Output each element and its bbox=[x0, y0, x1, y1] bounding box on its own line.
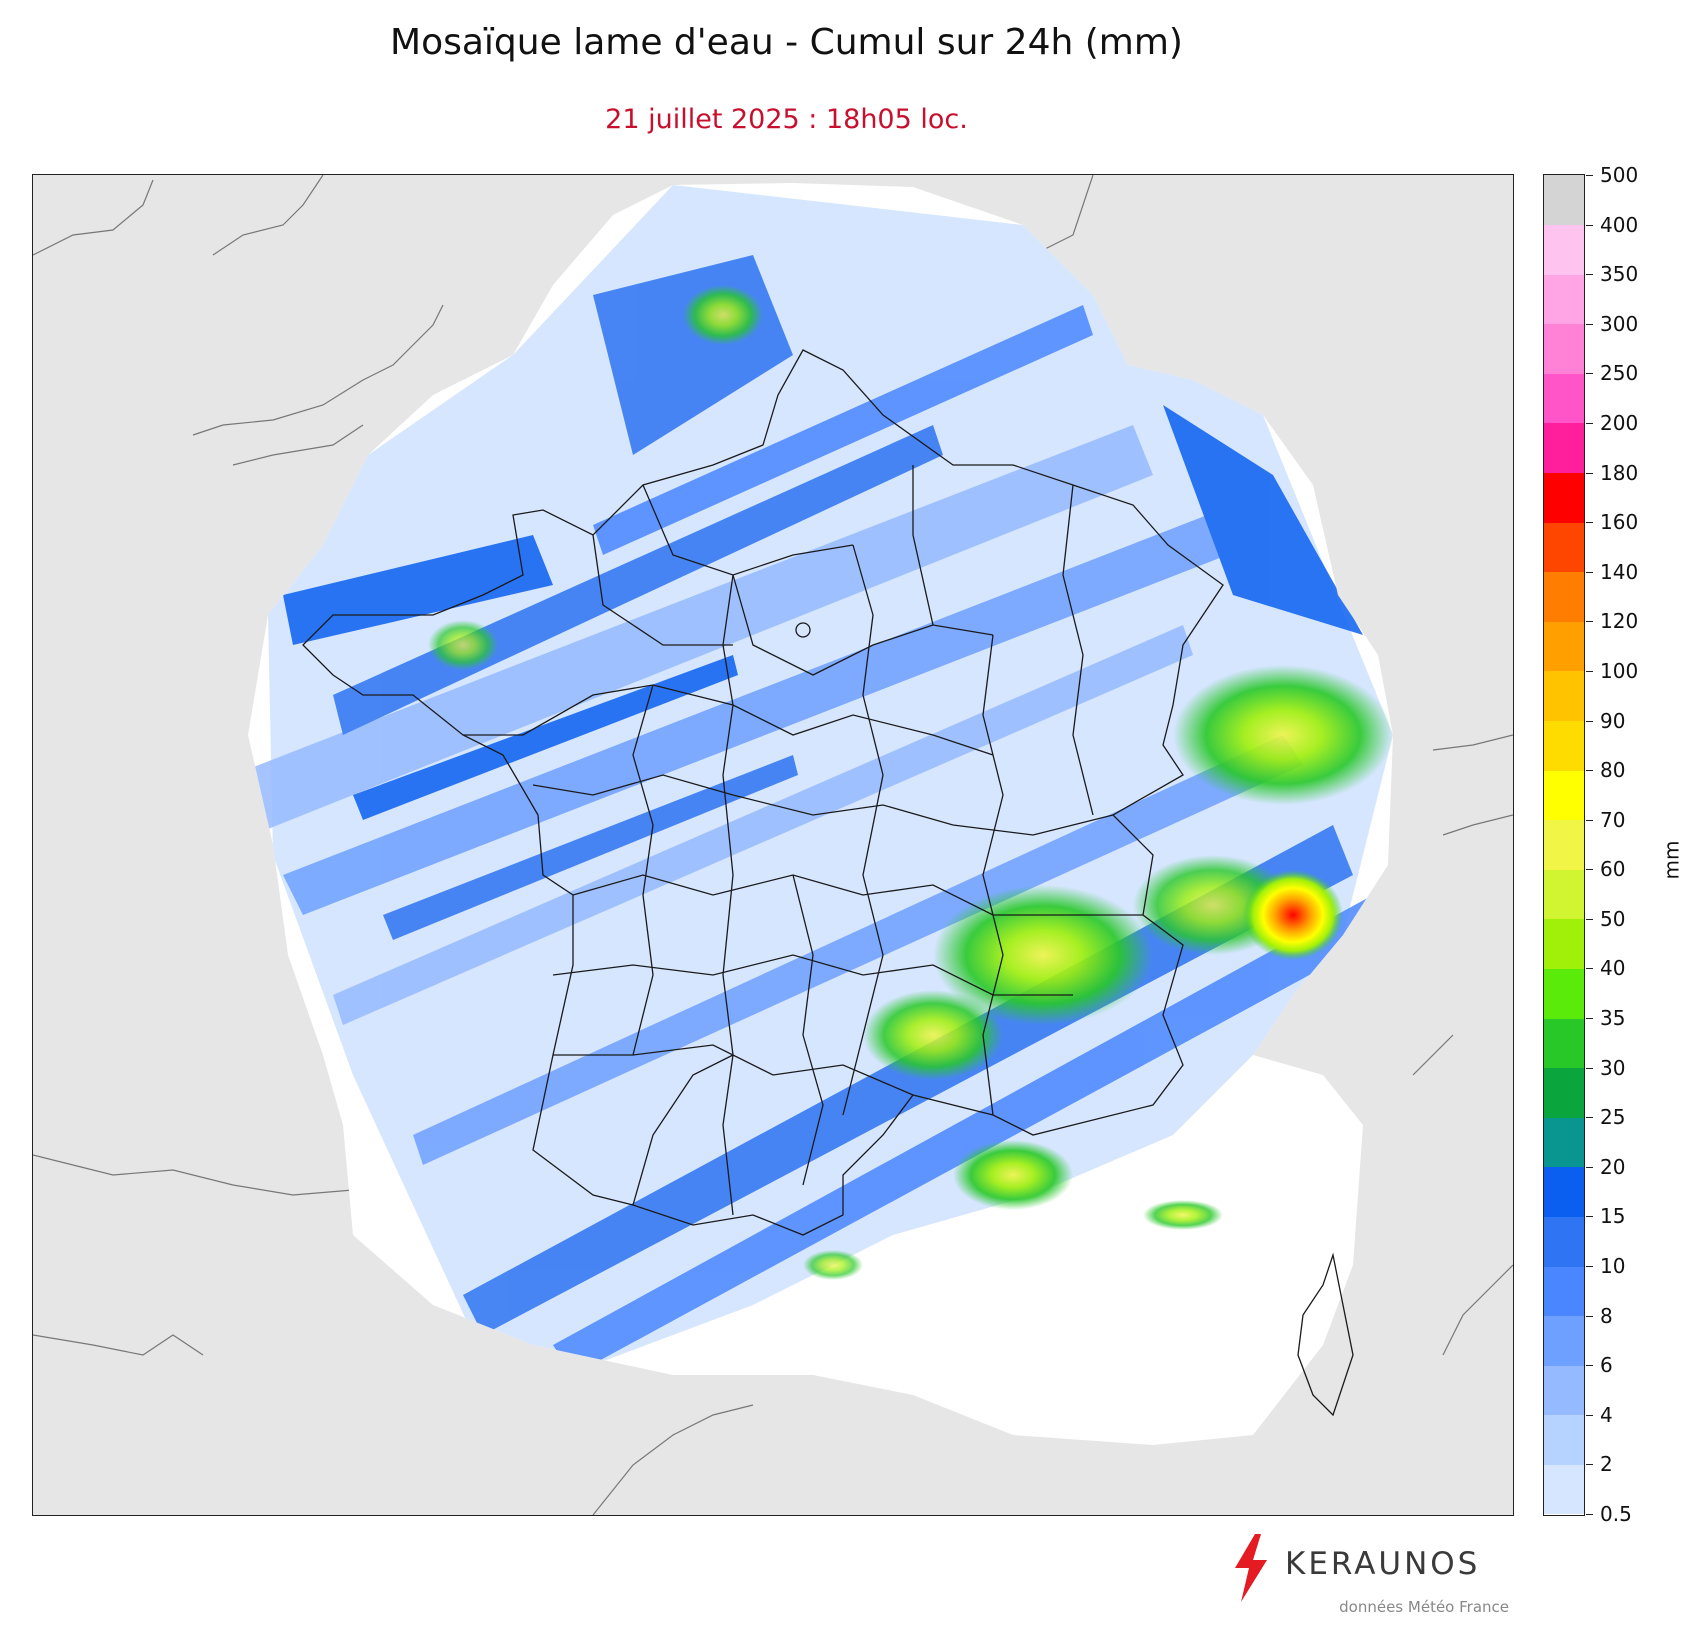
colorbar-tick-label: 140 bbox=[1600, 559, 1639, 584]
colorbar-tick bbox=[1586, 770, 1593, 772]
lightning-bolt-icon bbox=[1235, 1534, 1267, 1602]
colorbar-segment bbox=[1544, 1266, 1584, 1317]
colorbar-tick bbox=[1586, 323, 1593, 325]
colorbar-segment bbox=[1544, 373, 1584, 424]
colorbar-segment bbox=[1544, 968, 1584, 1019]
colorbar-tick-label: 8 bbox=[1600, 1303, 1613, 1328]
colorbar-tick bbox=[1586, 224, 1593, 226]
map-subtitle-timestamp: 21 juillet 2025 : 18h05 loc. bbox=[605, 104, 968, 135]
colorbar-tick-label: 90 bbox=[1600, 708, 1626, 733]
colorbar-tick bbox=[1586, 918, 1593, 920]
colorbar-tick-label: 200 bbox=[1600, 410, 1639, 435]
colorbar-segment bbox=[1544, 1067, 1584, 1118]
colorbar-tick-label: 6 bbox=[1600, 1353, 1613, 1378]
keraunos-logo: KERAUNOS données Météo France bbox=[1227, 1532, 1517, 1616]
colorbar-segment bbox=[1544, 869, 1584, 920]
colorbar-tick-label: 35 bbox=[1600, 1006, 1626, 1031]
colorbar-tick-label: 400 bbox=[1600, 212, 1639, 237]
colorbar-segment bbox=[1544, 472, 1584, 523]
colorbar-tick bbox=[1586, 1266, 1593, 1268]
colorbar-tick-label: 160 bbox=[1600, 510, 1639, 535]
colorbar-segment bbox=[1544, 1414, 1584, 1465]
colorbar-tick bbox=[1586, 373, 1593, 375]
colorbar-tick bbox=[1586, 621, 1593, 623]
colorbar-segment bbox=[1544, 422, 1584, 474]
colorbar-tick-label: 0.5 bbox=[1600, 1502, 1632, 1526]
colorbar-tick-label: 40 bbox=[1600, 956, 1626, 981]
colorbar-tick bbox=[1586, 175, 1593, 176]
colorbar-tick-label: 25 bbox=[1600, 1105, 1626, 1130]
colorbar-segment bbox=[1544, 1464, 1584, 1515]
colorbar-segment bbox=[1544, 1117, 1584, 1168]
colorbar-tick-label: 60 bbox=[1600, 857, 1626, 882]
logo-data-source: données Météo France bbox=[1339, 1598, 1509, 1616]
precipitation-map bbox=[32, 174, 1514, 1516]
colorbar-unit-label: mm bbox=[1659, 840, 1684, 880]
colorbar-tick-label: 80 bbox=[1600, 758, 1626, 783]
colorbar-tick bbox=[1586, 1514, 1593, 1515]
colorbar-tick bbox=[1586, 1464, 1593, 1466]
colorbar-segment bbox=[1544, 323, 1584, 374]
colorbar-tick bbox=[1586, 571, 1593, 573]
colorbar-segment bbox=[1544, 918, 1584, 969]
logo-brand-text: KERAUNOS bbox=[1285, 1546, 1481, 1582]
colorbar-tick bbox=[1586, 274, 1593, 276]
colorbar-tick-label: 20 bbox=[1600, 1154, 1626, 1179]
colorbar-tick-label: 10 bbox=[1600, 1254, 1626, 1279]
france-borders bbox=[302, 349, 1354, 1417]
colorbar-segment bbox=[1544, 819, 1584, 870]
colorbar-tick-label: 350 bbox=[1600, 262, 1639, 287]
colorbar-segment bbox=[1544, 670, 1584, 721]
colorbar-segment bbox=[1544, 1315, 1584, 1366]
colorbar-tick bbox=[1586, 1067, 1593, 1069]
colorbar-tick bbox=[1586, 522, 1593, 524]
colorbar-segment bbox=[1544, 1216, 1584, 1267]
foreign-coastlines bbox=[33, 175, 1513, 1515]
colorbar-segment bbox=[1544, 1365, 1584, 1416]
colorbar-tick bbox=[1586, 422, 1593, 424]
map-canvas bbox=[33, 175, 1513, 1515]
colorbar-segment bbox=[1544, 522, 1584, 573]
colorbar-tick-label: 30 bbox=[1600, 1055, 1626, 1080]
colorbar-tick-label: 2 bbox=[1600, 1452, 1613, 1477]
colorbar-tick-label: 70 bbox=[1600, 807, 1626, 832]
colorbar-tick-label: 180 bbox=[1600, 460, 1639, 485]
colorbar-tick bbox=[1586, 472, 1593, 474]
colorbar-tick-label: 4 bbox=[1600, 1402, 1613, 1427]
colorbar-tick bbox=[1586, 1166, 1593, 1168]
colorbar-tick bbox=[1586, 720, 1593, 722]
colorbar-tick bbox=[1586, 1216, 1593, 1218]
colorbar-tick-label: 120 bbox=[1600, 609, 1639, 634]
colorbar-segment bbox=[1544, 770, 1584, 821]
colorbar-tick-label: 500 bbox=[1600, 163, 1639, 187]
colorbar-segment bbox=[1544, 571, 1584, 622]
colorbar-segment bbox=[1544, 224, 1584, 275]
paris-boundary bbox=[795, 622, 811, 638]
colorbar-tick bbox=[1586, 1117, 1593, 1119]
colorbar-segment bbox=[1544, 621, 1584, 672]
colorbar-segment bbox=[1544, 720, 1584, 771]
colorbar-tick-label: 50 bbox=[1600, 906, 1626, 931]
map-title: Mosaïque lame d'eau - Cumul sur 24h (mm) bbox=[390, 22, 1183, 63]
colorbar-tick bbox=[1586, 1414, 1593, 1416]
colorbar-segment bbox=[1544, 274, 1584, 325]
colorbar-tick bbox=[1586, 1365, 1593, 1367]
colorbar-tick bbox=[1586, 968, 1593, 970]
colorbar-tick bbox=[1586, 1018, 1593, 1020]
colorbar-tick bbox=[1586, 869, 1593, 871]
colorbar-tick-label: 300 bbox=[1600, 311, 1639, 336]
colorbar-tick bbox=[1586, 670, 1593, 672]
colorbar-tick-label: 100 bbox=[1600, 658, 1639, 683]
colorbar-tick-label: 250 bbox=[1600, 361, 1639, 386]
colorbar-segment bbox=[1544, 1166, 1584, 1217]
colorbar-tick bbox=[1586, 1315, 1593, 1317]
precipitation-colorbar: 0.5 2 4 6 8 10 15 20 25 30 35 40 50 60 70 80 90 100 120 140… bbox=[1543, 163, 1638, 1526]
colorbar-segment bbox=[1544, 175, 1584, 226]
colorbar-tick-label: 15 bbox=[1600, 1204, 1626, 1229]
colorbar-tick bbox=[1586, 819, 1593, 821]
colorbar-segment bbox=[1544, 1018, 1584, 1069]
